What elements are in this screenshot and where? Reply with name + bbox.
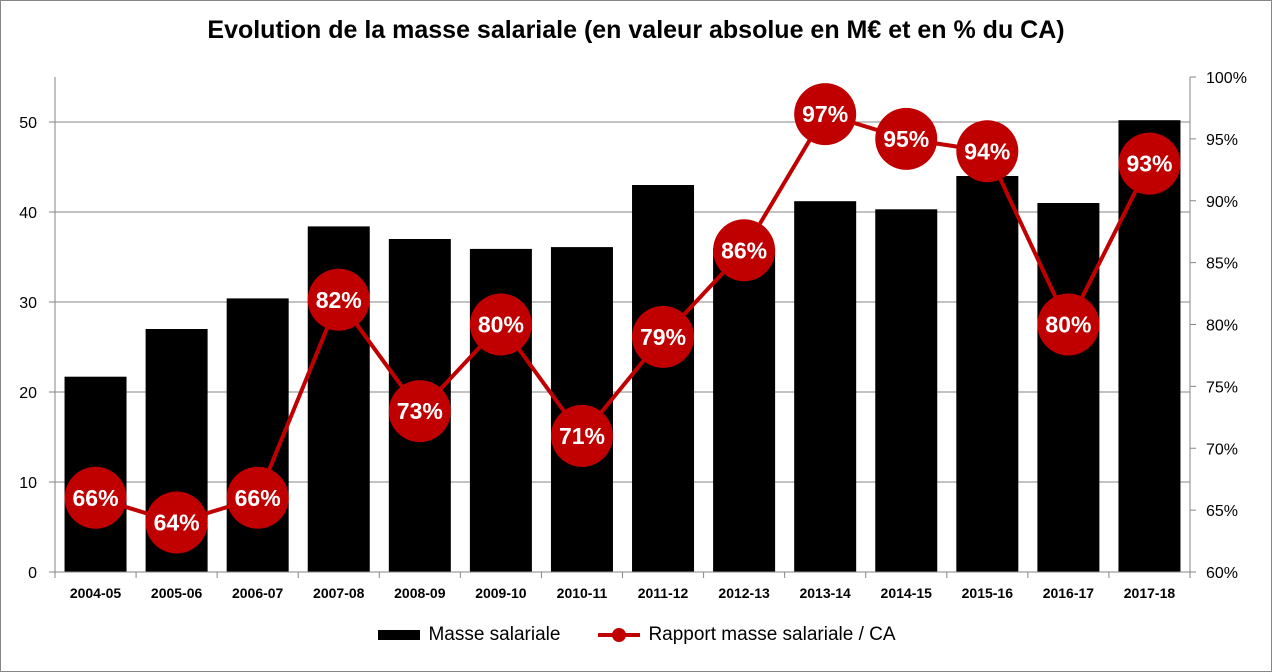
ratio-data-label: 86% — [721, 237, 767, 263]
x-tick-label: 2012-13 — [718, 585, 770, 601]
ratio-data-label: 93% — [1126, 151, 1172, 177]
ratio-marker — [388, 380, 451, 443]
y-right-tick-label: 80% — [1206, 318, 1238, 335]
ratio-data-label: 80% — [478, 312, 524, 338]
x-tick-label: 2016-17 — [1043, 585, 1095, 601]
ratio-data-label: 95% — [883, 126, 929, 152]
x-tick-label: 2015-16 — [962, 585, 1014, 601]
x-tick-label: 2004-05 — [70, 585, 122, 601]
x-tick-label: 2011-12 — [638, 585, 689, 601]
y-right-tick-label: 95% — [1206, 132, 1238, 149]
y-left-tick-label: 0 — [28, 565, 37, 582]
ratio-marker — [307, 268, 370, 331]
chart-legend: Masse salariale Rapport masse salariale … — [0, 624, 1272, 646]
x-tick-label: 2013-14 — [799, 585, 851, 601]
ratio-data-label: 73% — [397, 398, 443, 424]
legend-label-line: Rapport masse salariale / CA — [648, 624, 896, 645]
ratio-marker — [956, 120, 1019, 183]
y-left-tick-label: 10 — [19, 475, 37, 492]
chart-title: Evolution de la masse salariale (en vale… — [207, 16, 1065, 44]
ratio-marker — [64, 466, 127, 529]
y-right-tick-label: 70% — [1206, 441, 1238, 458]
ratio-data-label: 66% — [235, 485, 281, 511]
bar — [1037, 203, 1100, 572]
ratio-data-label: 97% — [802, 101, 848, 127]
x-tick-label: 2005-06 — [151, 585, 203, 601]
y-left-tick-label: 40 — [19, 205, 37, 222]
ratio-marker — [713, 219, 776, 282]
ratio-marker — [550, 404, 613, 467]
ratio-marker — [469, 293, 532, 356]
y-right-tick-label: 90% — [1206, 194, 1238, 211]
y-right-tick-label: 65% — [1206, 503, 1238, 520]
y-right-tick-label: 85% — [1206, 256, 1238, 273]
bar — [1118, 120, 1181, 572]
ratio-marker — [794, 83, 857, 146]
y-right-tick-label: 75% — [1206, 379, 1238, 396]
bar — [226, 298, 289, 572]
x-tick-label: 2014-15 — [881, 585, 933, 601]
ratio-marker — [226, 466, 289, 529]
bar — [713, 248, 776, 572]
x-tick-label: 2009-10 — [475, 585, 527, 601]
bar — [875, 209, 938, 573]
x-tick-label: 2008-09 — [394, 585, 446, 601]
x-tick-label: 2007-08 — [313, 585, 365, 601]
ratio-data-label: 71% — [559, 423, 605, 449]
legend-label-bars: Masse salariale — [428, 624, 561, 645]
ratio-marker — [1118, 132, 1181, 195]
y-left-tick-label: 30 — [19, 295, 37, 312]
bar — [632, 185, 695, 572]
ratio-data-label: 82% — [316, 287, 362, 313]
bar — [794, 201, 857, 572]
x-tick-label: 2006-07 — [232, 585, 284, 601]
y-right-tick-label: 60% — [1206, 565, 1238, 582]
legend-item-bars: Masse salariale — [376, 624, 560, 646]
ratio-marker — [145, 491, 208, 554]
x-tick-label: 2010-11 — [557, 585, 608, 601]
ratio-marker — [1037, 293, 1100, 356]
y-right-tick-label: 100% — [1206, 70, 1247, 87]
bar — [956, 176, 1019, 572]
ratio-data-label: 80% — [1045, 312, 1091, 338]
legend-item-line: Rapport masse salariale / CA — [596, 624, 896, 646]
legend-swatch-line — [598, 628, 641, 642]
ratio-data-label: 64% — [154, 510, 200, 536]
ratio-marker — [875, 107, 938, 170]
y-left-tick-label: 20 — [19, 385, 37, 402]
ratio-data-label: 94% — [964, 138, 1010, 164]
ratio-data-label: 79% — [640, 324, 686, 350]
x-tick-label: 2017-18 — [1124, 585, 1176, 601]
ratio-data-label: 66% — [73, 485, 119, 511]
legend-swatch-bar — [378, 630, 421, 640]
y-left-tick-label: 50 — [19, 115, 37, 132]
ratio-marker — [632, 305, 695, 368]
